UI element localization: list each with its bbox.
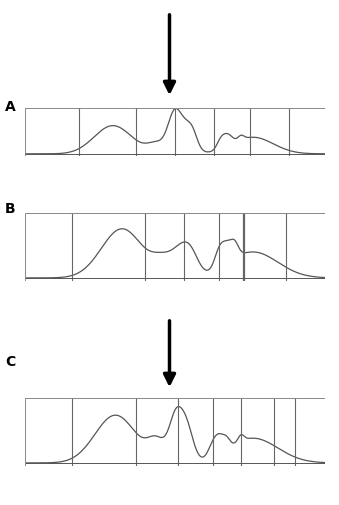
Text: A: A — [5, 100, 16, 114]
Text: B: B — [5, 202, 16, 216]
Text: C: C — [5, 355, 15, 369]
